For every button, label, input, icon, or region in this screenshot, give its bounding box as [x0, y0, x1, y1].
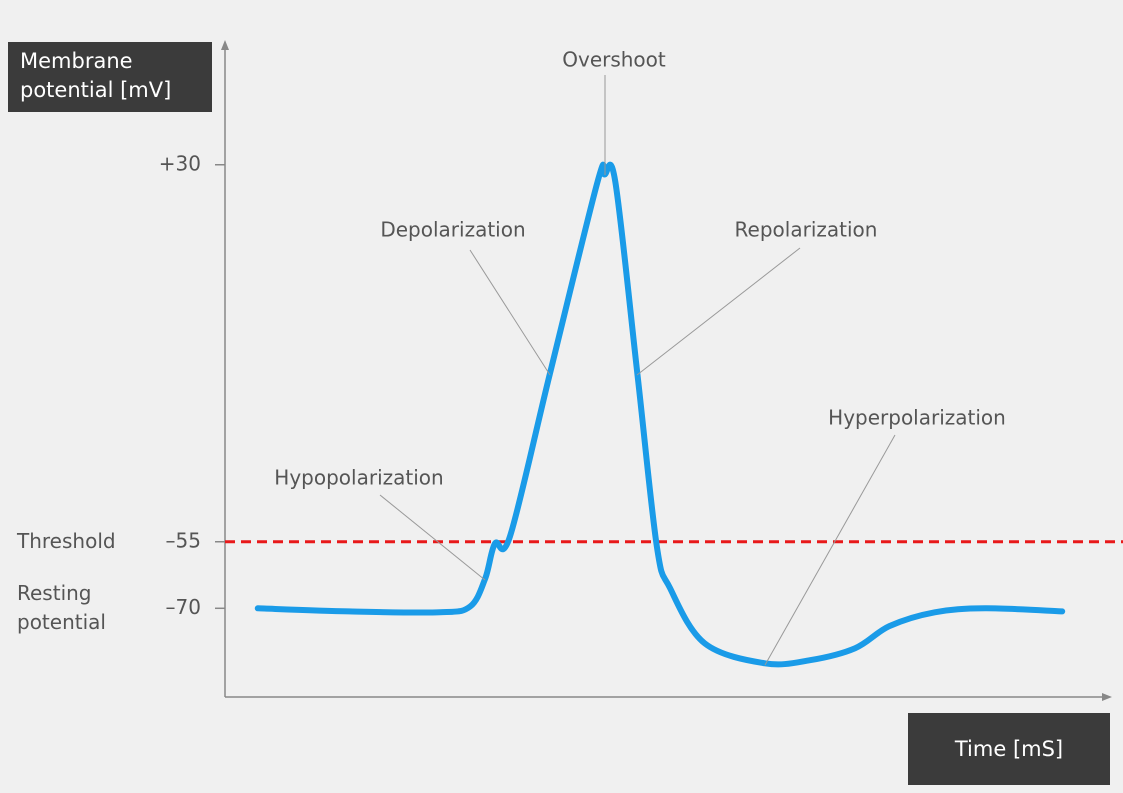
- y-axis-title: Membrane potential [mV]: [8, 42, 212, 112]
- y-axis-arrow: [221, 40, 229, 50]
- x-axis-title: Time [mS]: [908, 713, 1110, 785]
- annotation-pointer: [379, 494, 486, 581]
- annotation-pointer: [764, 434, 896, 666]
- annotation: Repolarization: [735, 218, 878, 242]
- y-tick-label: –55: [166, 528, 201, 552]
- x-axis-arrow: [1102, 693, 1112, 701]
- level-label: Resting potential: [17, 581, 106, 635]
- annotation: Depolarization: [380, 218, 525, 242]
- potential-line: [254, 161, 1066, 668]
- annotation: Overshoot: [562, 48, 666, 72]
- annotation: Hypopolarization: [274, 466, 443, 490]
- annotation: Hyperpolarization: [828, 406, 1006, 430]
- y-tick-label: +30: [159, 151, 201, 175]
- annotation-pointer: [469, 249, 551, 376]
- y-tick-label: –70: [166, 595, 201, 619]
- level-label: Threshold: [17, 529, 116, 554]
- annotation-pointer: [636, 247, 801, 376]
